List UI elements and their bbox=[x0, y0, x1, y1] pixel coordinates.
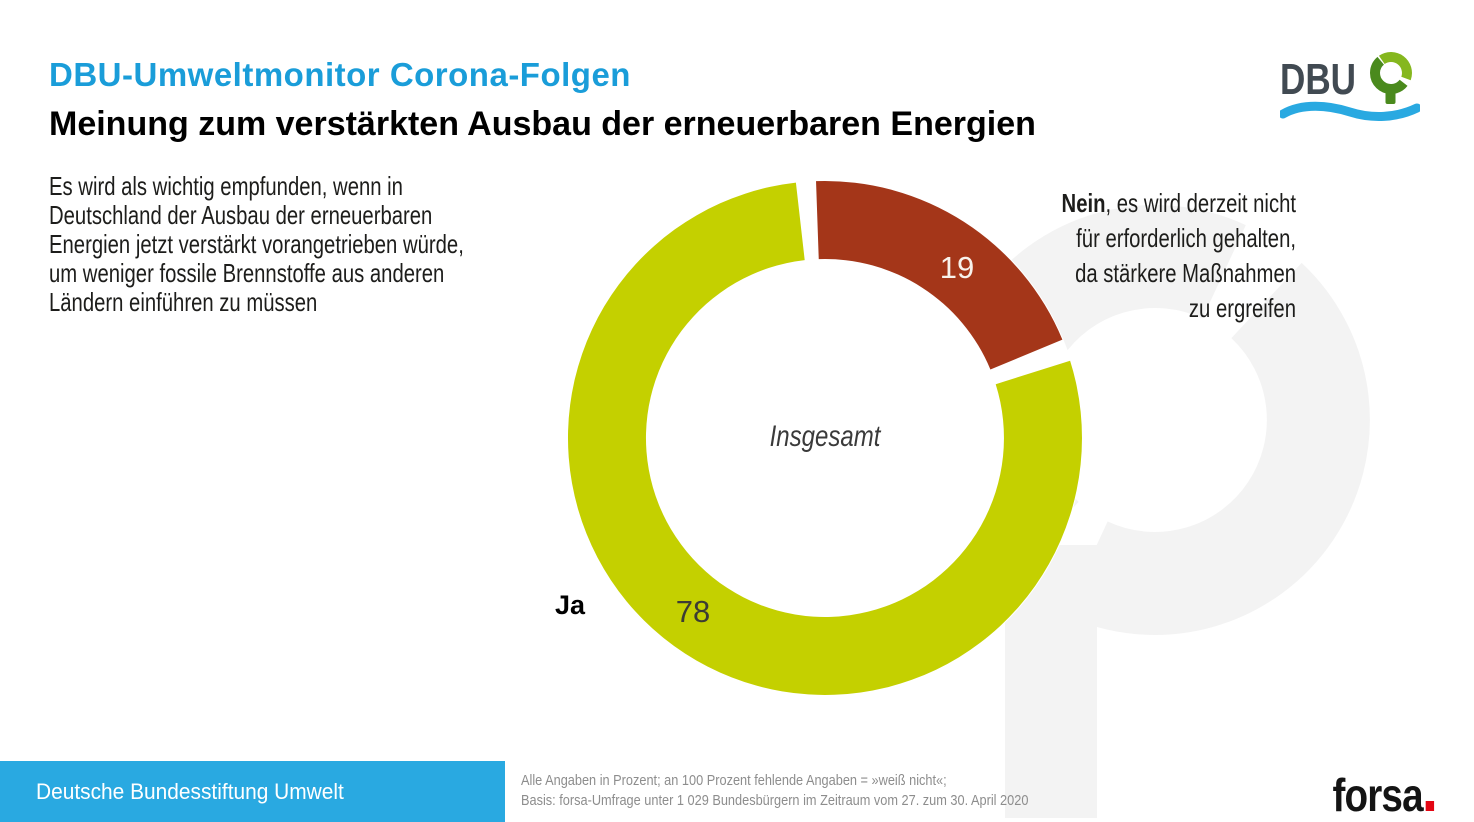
forsa-logo-text: forsa bbox=[1331, 769, 1423, 821]
footnote: Alle Angaben in Prozent; an 100 Prozent … bbox=[521, 772, 1029, 809]
donut-chart bbox=[567, 180, 1083, 696]
donut-center-label: Insgesamt bbox=[769, 420, 881, 453]
dbu-logo-wave-icon bbox=[1280, 101, 1420, 122]
kicker-title: DBU-Umweltmonitor Corona-Folgen bbox=[49, 56, 631, 93]
org-banner: Deutsche Bundesstiftung Umwelt bbox=[0, 761, 505, 822]
nein-annotation-bold: Nein bbox=[1061, 188, 1106, 218]
org-banner-text: Deutsche Bundesstiftung Umwelt bbox=[36, 778, 344, 804]
donut-slice-nein bbox=[816, 181, 1063, 370]
forsa-logo: forsa bbox=[1332, 768, 1434, 822]
dbu-logo: DBU bbox=[1280, 52, 1420, 122]
donut-slice-ja bbox=[567, 182, 1082, 695]
dbu-logo-q-icon bbox=[1370, 52, 1412, 94]
forsa-logo-dot-icon bbox=[1425, 801, 1434, 811]
question-text: Es wird als wichtig empfunden, wenn in D… bbox=[49, 171, 464, 317]
page-title: Meinung zum verstärkten Ausbau der erneu… bbox=[49, 105, 1036, 143]
nein-annotation: Nein, es wird derzeit nicht für erforder… bbox=[1061, 188, 1296, 323]
slice-label-ja: Ja bbox=[555, 590, 586, 620]
value-label-nein: 19 bbox=[939, 250, 975, 285]
dbu-logo-text: DBU bbox=[1280, 55, 1356, 104]
value-label-ja: 78 bbox=[675, 594, 711, 629]
